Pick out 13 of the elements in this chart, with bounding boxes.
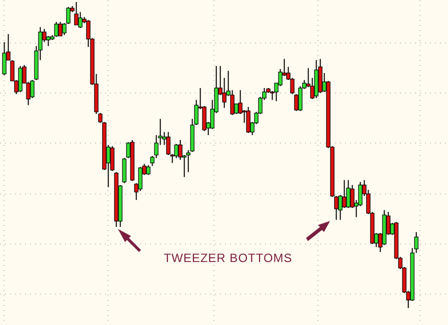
candlestick xyxy=(174,143,178,159)
candlestick xyxy=(346,180,350,208)
candlestick xyxy=(74,2,78,26)
candlestick xyxy=(18,65,22,92)
candlestick xyxy=(246,106,250,134)
candlestick xyxy=(78,12,82,29)
candlestick xyxy=(54,21,58,38)
candlestick xyxy=(2,42,6,76)
candlestick xyxy=(58,21,62,36)
candlestick xyxy=(146,164,150,176)
annotation: TWEEZER BOTTOMS xyxy=(164,251,292,265)
candlestick xyxy=(342,180,346,208)
candlestick xyxy=(46,35,50,47)
